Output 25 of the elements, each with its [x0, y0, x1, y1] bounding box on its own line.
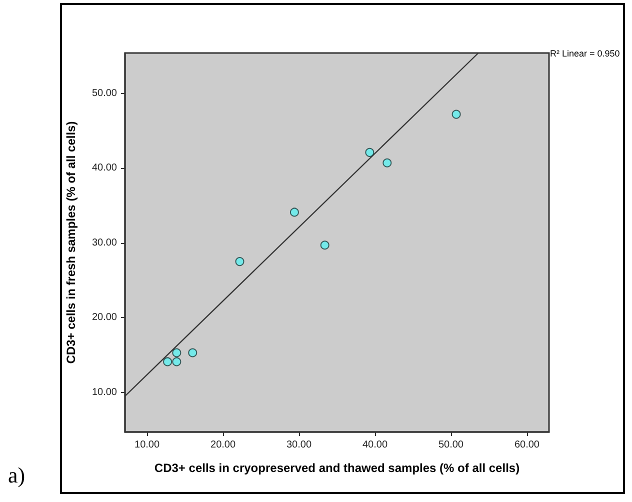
y-axis-title: CD3+ cells in fresh samples (% of all cells)	[64, 121, 78, 364]
y-tick-label: 20.00	[92, 312, 118, 324]
point	[290, 208, 299, 217]
point	[365, 148, 374, 157]
x-tick-label: 50.00	[438, 440, 464, 450]
point	[452, 110, 461, 119]
x-tick-label: 40.00	[362, 440, 388, 450]
y-tick-label: 50.00	[92, 88, 118, 99]
x-tick-label: 20.00	[210, 440, 236, 450]
point	[172, 348, 182, 358]
text: R² Linear = 0.950	[550, 48, 620, 58]
text: a)	[8, 462, 26, 488]
point	[382, 158, 392, 168]
y-tick-label: 40.00	[92, 162, 118, 174]
point	[172, 357, 182, 366]
point	[188, 348, 198, 358]
x-axis-title: CD3+ cells in cryopreserved and thawed samples (% of all cells)	[154, 461, 520, 475]
x-tick-label: 30.00	[286, 440, 312, 450]
x-tick-label: 10.00	[134, 440, 160, 450]
point	[163, 357, 172, 366]
y-tick-label: 30.00	[92, 237, 118, 248]
point	[235, 257, 244, 266]
y-tick-label: 10.00	[92, 386, 118, 398]
point	[320, 240, 330, 250]
x-tick-label: 60.00	[514, 440, 540, 450]
